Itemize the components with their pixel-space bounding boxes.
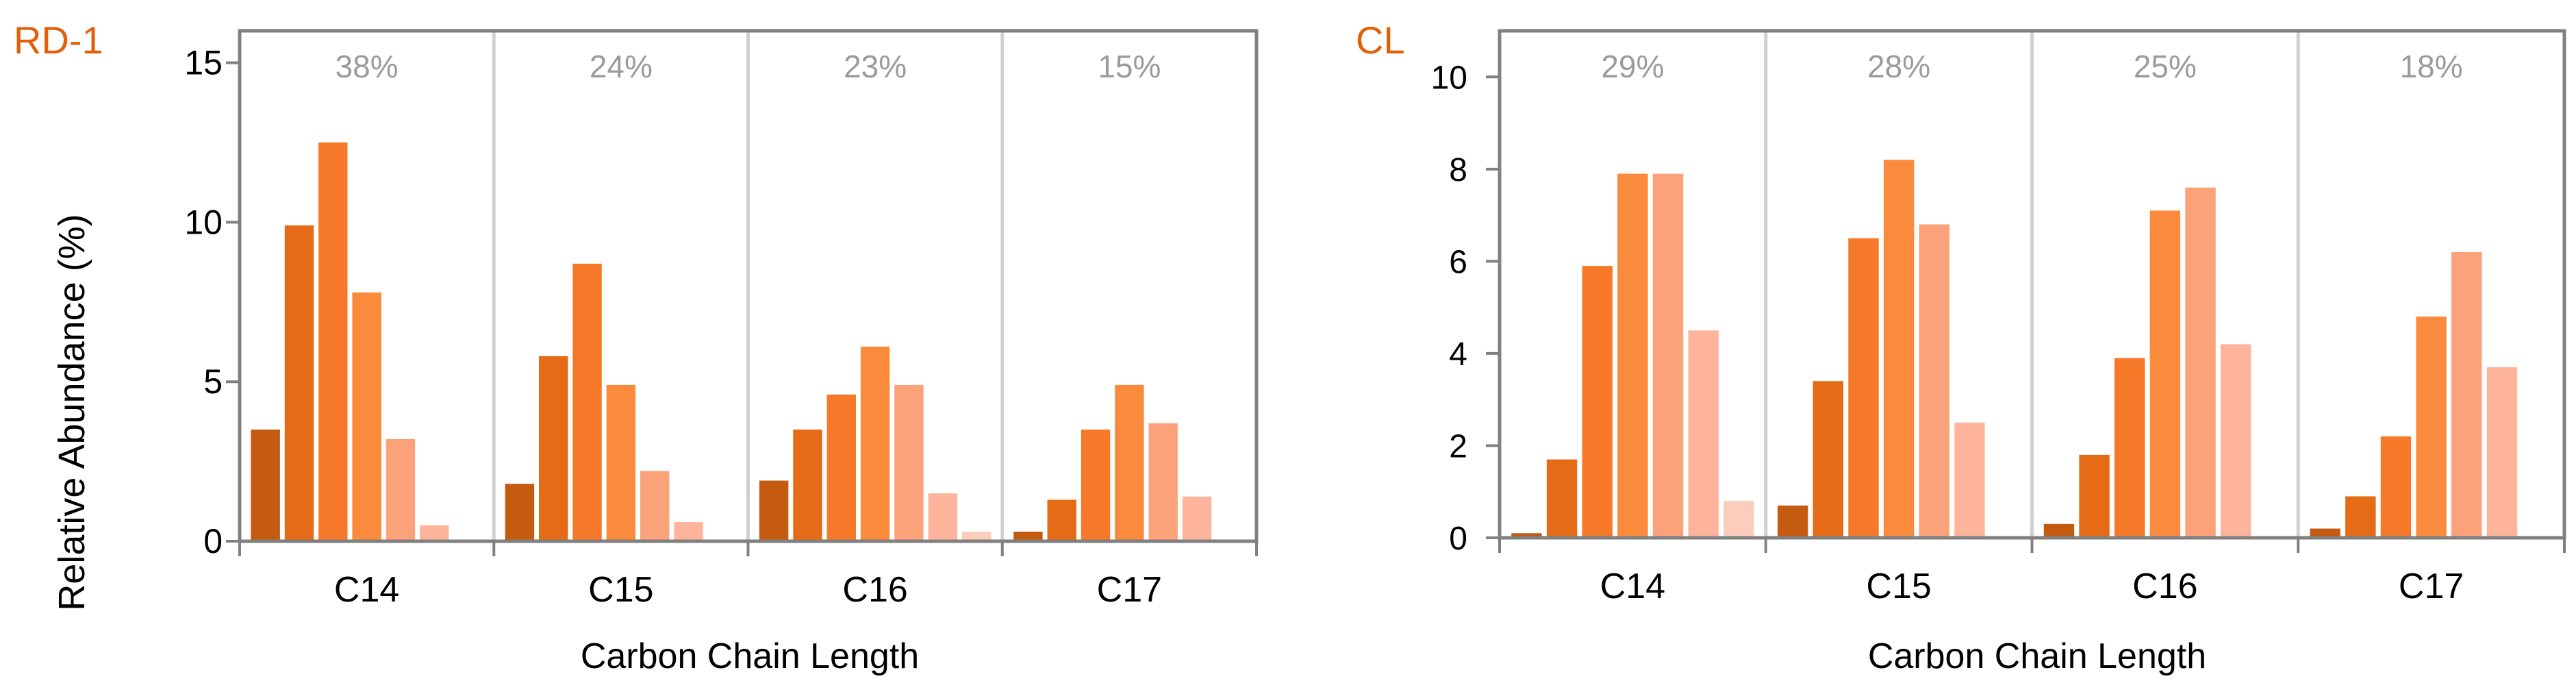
group-percent-label: 28% <box>1867 49 1930 84</box>
bar-c17-3 <box>2380 436 2412 538</box>
bar-c17-3 <box>1081 430 1111 541</box>
y-tick-label: 5 <box>203 362 223 401</box>
x-tick-label: C15 <box>1866 567 1931 606</box>
x-tick-label: C17 <box>1097 570 1162 610</box>
bar-c14-2 <box>1546 459 1578 538</box>
bar-c15-1 <box>505 484 535 541</box>
group-percent-label: 25% <box>2134 49 2197 84</box>
x-tick-label: C14 <box>334 570 399 610</box>
plot-frame <box>238 29 1259 543</box>
bar-c14-5 <box>1652 173 1684 538</box>
y-tick-label: 15 <box>184 44 223 82</box>
y-tick-label: 0 <box>203 522 223 560</box>
bar-c15-3 <box>1848 238 1879 538</box>
bar-c14-4 <box>1617 173 1648 538</box>
bar-c17-1 <box>1013 532 1043 541</box>
y-tick-label: 10 <box>1431 60 1467 96</box>
bar-c14-7 <box>1723 501 1754 538</box>
bar-c16-3 <box>2114 358 2145 538</box>
x-tick-label: C16 <box>2132 567 2197 606</box>
plot-frame <box>1498 29 2566 540</box>
bar-c16-6 <box>928 493 957 541</box>
plot-area-cl: 29% C14 28% C15 25% C16 18% C17 0 2 4 6 8 10 <box>1431 29 2566 606</box>
y-tick-label: 2 <box>1449 428 1467 464</box>
bar-c17-5 <box>1148 423 1178 541</box>
x-axis-label-cl: Carbon Chain Length <box>1868 636 2206 676</box>
plot-area-rd1: 38% C14 24% C15 23% C16 15% C17 0 5 10 15 <box>184 29 1259 610</box>
bar-c14-1 <box>251 430 280 541</box>
x-tick-label: C16 <box>842 570 907 610</box>
bar-c16-1 <box>759 480 789 541</box>
bar-c14-3 <box>1582 266 1613 538</box>
bar-c14-4 <box>352 292 381 541</box>
bar-c14-2 <box>284 225 314 541</box>
bar-c17-2 <box>2345 496 2376 538</box>
y-axis-label-rd1: Relative Abundance (%) <box>51 214 92 610</box>
bar-c16-5 <box>894 384 924 541</box>
chart-rd1: RD-1 Relative Abundance (%) Carbon Chain… <box>14 18 1259 676</box>
group-percent-label: 18% <box>2400 49 2463 84</box>
x-axis-label-rd1: Carbon Chain Length <box>581 636 919 676</box>
bar-c15-2 <box>539 356 568 541</box>
bar-c17-2 <box>1047 499 1076 541</box>
bar-c14-6 <box>1688 330 1719 538</box>
bar-c17-6 <box>1182 496 1212 541</box>
bar-c17-1 <box>2310 528 2340 538</box>
group-percent-label: 23% <box>844 49 907 84</box>
bar-c15-5 <box>640 471 670 541</box>
bar-c14-5 <box>386 439 416 541</box>
bar-c15-1 <box>1777 505 1808 538</box>
bar-c16-6 <box>2220 344 2251 538</box>
bar-c17-6 <box>2486 367 2518 538</box>
x-tick-label: C14 <box>1600 567 1665 606</box>
bar-c16-4 <box>860 346 890 541</box>
y-tick-label: 0 <box>1449 521 1467 557</box>
x-tick-label: C15 <box>588 570 653 610</box>
bar-c15-4 <box>606 384 636 541</box>
bar-c16-2 <box>793 430 822 541</box>
bar-c17-5 <box>2451 251 2482 538</box>
bar-c15-5 <box>1919 224 1949 538</box>
panel-label-rd1: RD-1 <box>14 18 103 62</box>
group-percent-label: 38% <box>336 49 399 84</box>
bar-c14-1 <box>1511 533 1542 538</box>
y-tick-label: 10 <box>184 203 223 241</box>
panel-label-cl: CL <box>1356 18 1405 62</box>
group-percent-label: 15% <box>1098 49 1161 84</box>
y-tick-label: 8 <box>1449 152 1467 188</box>
y-tick-label: 4 <box>1449 336 1467 373</box>
bar-c15-6 <box>674 522 703 541</box>
x-tick-label: C17 <box>2399 567 2464 606</box>
bar-c15-6 <box>1954 422 1985 538</box>
bar-c17-4 <box>2416 317 2447 538</box>
chart-cl: CL Carbon Chain Length 29% C14 28% C15 25% C1… <box>1356 18 2566 676</box>
bar-c15-3 <box>572 263 602 541</box>
bar-c16-3 <box>826 394 857 541</box>
group-percent-label: 29% <box>1601 49 1664 84</box>
bar-c17-4 <box>1115 384 1144 541</box>
bar-c16-7 <box>961 532 992 541</box>
bar-c16-4 <box>2149 210 2181 538</box>
bar-c14-6 <box>420 525 449 541</box>
bar-c16-1 <box>2043 523 2075 538</box>
bar-c15-4 <box>1883 160 1915 538</box>
group-percent-label: 24% <box>590 49 653 84</box>
bar-c16-5 <box>2185 187 2216 538</box>
bar-c16-2 <box>2079 454 2110 538</box>
bar-c15-2 <box>1813 381 1844 538</box>
y-tick-label: 6 <box>1449 244 1467 280</box>
bar-c14-3 <box>318 142 348 541</box>
